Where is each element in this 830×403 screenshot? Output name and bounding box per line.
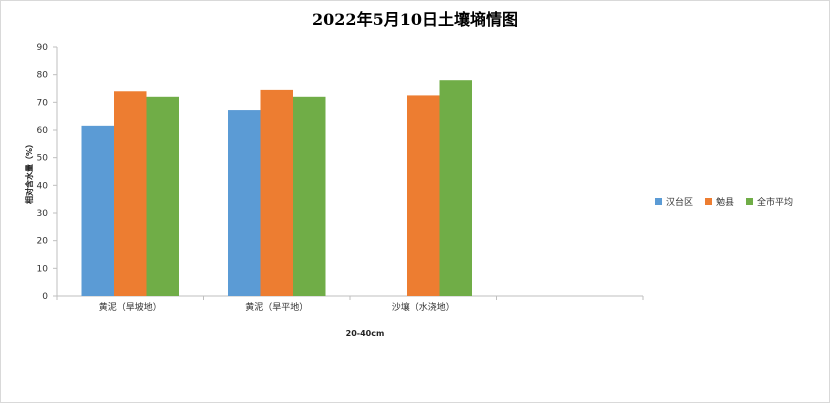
legend-swatch <box>655 198 662 205</box>
bar-1 <box>228 110 261 296</box>
x-category-label: 沙壤（水浇地） <box>392 301 455 313</box>
x-axis-title: 20-40cm <box>346 329 385 338</box>
legend-swatch <box>705 198 713 205</box>
legend: 汉台区 勉县 全市平均 <box>655 195 793 208</box>
y-axis-title: 相对含水量（%） <box>24 140 34 204</box>
bar-3 <box>293 96 326 296</box>
bar-2 <box>114 91 147 297</box>
legend-label: 勉县 <box>716 198 735 208</box>
y-tick-label: 50 <box>37 154 49 164</box>
y-tick-label: 90 <box>37 43 49 53</box>
legend-item: 汉台区 <box>655 195 693 208</box>
bar-3 <box>439 80 472 296</box>
chart-title: 2022年5月10日土壤墒情图 <box>312 10 518 29</box>
bar-2 <box>407 95 440 297</box>
bar-1 <box>81 125 114 296</box>
y-tick-label: 10 <box>37 264 49 274</box>
legend-item: 全市平均 <box>746 195 793 208</box>
legend-swatch <box>746 198 754 205</box>
bar-2 <box>260 89 293 296</box>
y-tick-label: 80 <box>37 71 49 81</box>
y-tick-label: 40 <box>37 181 49 191</box>
y-tick-label: 70 <box>37 98 49 108</box>
legend-label: 全市平均 <box>757 198 794 208</box>
y-tick-label: 60 <box>37 126 49 136</box>
y-tick-label: 30 <box>37 209 49 219</box>
y-tick-label: 0 <box>42 292 48 302</box>
bar-3 <box>146 96 179 296</box>
x-category-label: 黄泥（旱坡地） <box>99 301 162 313</box>
y-tick-label: 20 <box>37 237 49 247</box>
legend-item: 勉县 <box>705 195 734 208</box>
legend-label: 汉台区 <box>666 198 694 208</box>
x-category-label: 黄泥（旱平地） <box>245 301 308 313</box>
